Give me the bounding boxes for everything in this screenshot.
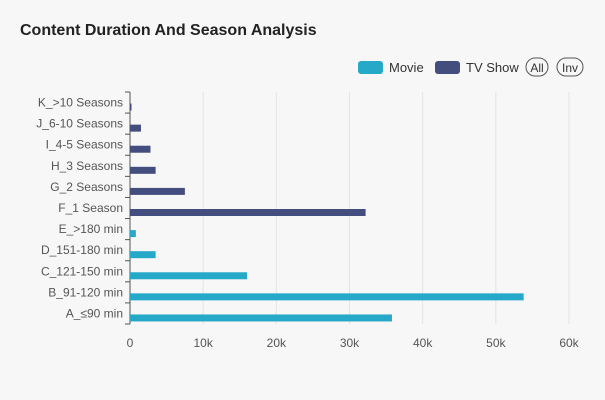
y-tick-label: J_6-10 Seasons: [36, 117, 123, 131]
bar-tv-show[interactable]: [130, 209, 366, 216]
x-tick-label: 50k: [486, 336, 506, 350]
bars: [130, 103, 524, 322]
x-axis: 0 10k 20k 30k 40k 50k 60k: [127, 336, 580, 350]
bar-movie[interactable]: [130, 293, 524, 301]
bar-tv-show[interactable]: [130, 145, 151, 153]
bar-tv-show[interactable]: [130, 103, 132, 111]
bar-movie[interactable]: [130, 314, 392, 322]
chart-title: Content Duration And Season Analysis: [20, 22, 317, 39]
invert-selection-button[interactable]: Inv: [556, 57, 584, 77]
legend-item-tv-show[interactable]: TV Show: [435, 60, 519, 75]
legend: Movie TV Show All Inv: [358, 57, 584, 77]
pill-outline: [525, 57, 549, 77]
bar-movie[interactable]: [130, 251, 156, 259]
legend-label: TV Show: [466, 60, 519, 75]
bar-movie[interactable]: [130, 230, 136, 238]
x-tick-label: 40k: [413, 336, 433, 350]
x-tick-label: 60k: [559, 336, 579, 350]
pill-label: All: [530, 61, 543, 75]
y-tick-label: I_4-5 Seasons: [46, 138, 123, 152]
y-tick-label: D_151-180 min: [41, 243, 123, 257]
x-tick-label: 20k: [267, 336, 287, 350]
x-tick-label: 10k: [193, 336, 213, 350]
bar-tv-show[interactable]: [130, 166, 156, 174]
bar-movie[interactable]: [130, 272, 248, 280]
legend-label: Movie: [389, 60, 424, 75]
y-tick-label: A_≤90 min: [66, 306, 123, 320]
pill-label: Inv: [562, 61, 578, 75]
y-tick-label: C_121-150 min: [41, 264, 123, 278]
bar-tv-show[interactable]: [130, 124, 141, 132]
y-tick-label: F_1 Season: [58, 201, 123, 215]
select-all-button[interactable]: All: [525, 57, 549, 77]
legend-swatch: [435, 61, 460, 74]
y-axis: A_≤90 min B_91-120 min C_121-150 min D_151-…: [36, 91, 131, 325]
pill-outline: [556, 57, 584, 77]
y-tick-label: H_3 Seasons: [51, 159, 123, 173]
x-tick-label: 30k: [340, 336, 360, 350]
y-tick-label: G_2 Seasons: [50, 180, 123, 194]
x-tick-label: 0: [127, 336, 134, 350]
legend-item-movie[interactable]: Movie: [358, 60, 424, 75]
bar-tv-show[interactable]: [130, 187, 185, 195]
y-tick-label: K_>10 Seasons: [38, 96, 123, 110]
legend-swatch: [358, 61, 383, 74]
grid: [202, 92, 570, 324]
y-tick-label: E_>180 min: [59, 222, 123, 236]
y-tick-label: B_91-120 min: [48, 285, 123, 299]
